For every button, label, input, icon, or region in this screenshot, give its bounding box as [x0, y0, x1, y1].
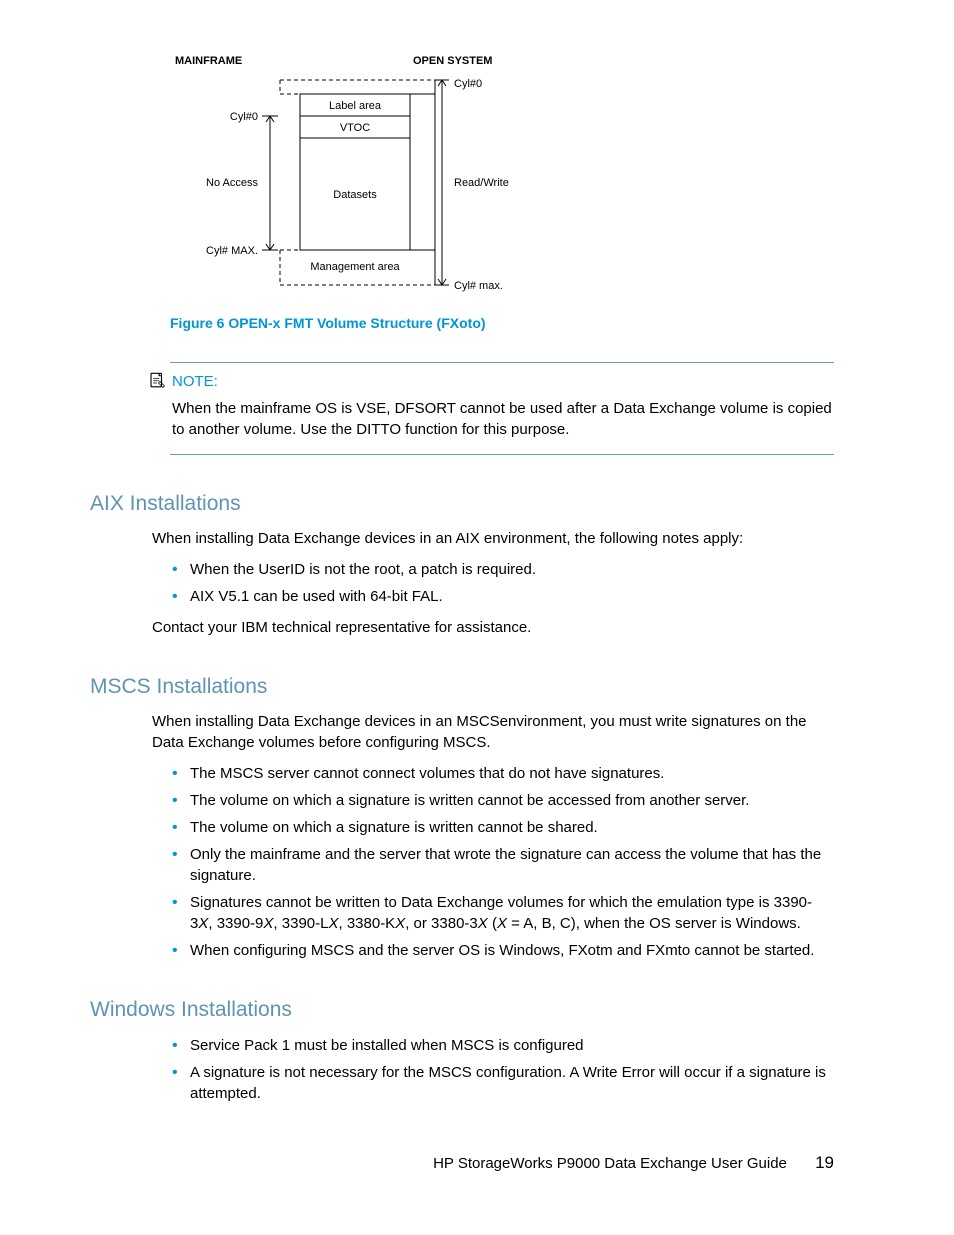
list-item: The MSCS server cannot connect volumes t…	[172, 763, 834, 784]
list-item: A signature is not necessary for the MSC…	[172, 1062, 834, 1104]
aix-bullets: When the UserID is not the root, a patch…	[172, 559, 834, 607]
list-item: When the UserID is not the root, a patch…	[172, 559, 834, 580]
note-label: NOTE:	[172, 371, 218, 392]
diagram-svg: MAINFRAME OPEN SYSTEM Label area VTOC Da…	[170, 50, 540, 300]
list-item: Service Pack 1 must be installed when MS…	[172, 1035, 834, 1056]
note-rule-top	[170, 362, 834, 363]
diagram-no-access: No Access	[206, 177, 258, 189]
list-item: Only the mainframe and the server that w…	[172, 844, 834, 886]
diagram-read-write: Read/Write	[454, 177, 509, 189]
page-number: 19	[815, 1153, 834, 1172]
windows-bullets: Service Pack 1 must be installed when MS…	[172, 1035, 834, 1104]
list-item: Signatures cannot be written to Data Exc…	[172, 892, 834, 934]
windows-heading: Windows Installations	[90, 995, 834, 1024]
aix-intro: When installing Data Exchange devices in…	[152, 528, 834, 549]
mscs-bullets: The MSCS server cannot connect volumes t…	[172, 763, 834, 961]
aix-heading: AIX Installations	[90, 489, 834, 518]
diagram-vtoc: VTOC	[340, 122, 370, 134]
list-item: When configuring MSCS and the server OS …	[172, 940, 834, 961]
list-item: The volume on which a signature is writt…	[172, 790, 834, 811]
figure-caption: Figure 6 OPEN-x FMT Volume Structure (FX…	[170, 314, 834, 334]
diagram-label-area: Label area	[329, 100, 382, 112]
list-item: The volume on which a signature is writt…	[172, 817, 834, 838]
note-rule-bottom	[170, 454, 834, 455]
diagram-cyl0-left: Cyl#0	[230, 111, 258, 123]
diagram-mainframe-header: MAINFRAME	[175, 55, 242, 67]
diagram-mgmt-area: Management area	[310, 261, 400, 273]
footer-text: HP StorageWorks P9000 Data Exchange User…	[433, 1155, 787, 1172]
diagram-cylmax-right: Cyl# max.	[454, 280, 503, 292]
mscs-intro: When installing Data Exchange devices in…	[152, 711, 834, 753]
mscs-bullet-5-text: Signatures cannot be written to Data Exc…	[190, 894, 812, 932]
mscs-heading: MSCS Installations	[90, 672, 834, 701]
diagram-datasets: Datasets	[333, 189, 377, 201]
note-icon	[148, 371, 166, 389]
diagram-cyl0-right: Cyl#0	[454, 78, 482, 90]
note-body: When the mainframe OS is VSE, DFSORT can…	[172, 398, 834, 440]
list-item: AIX V5.1 can be used with 64-bit FAL.	[172, 586, 834, 607]
diagram-cylmax-left: Cyl# MAX.	[206, 245, 258, 257]
aix-outro: Contact your IBM technical representativ…	[152, 617, 834, 638]
diagram-opensystem-header: OPEN SYSTEM	[413, 55, 492, 67]
page-footer: HP StorageWorks P9000 Data Exchange User…	[433, 1151, 834, 1175]
volume-structure-diagram: MAINFRAME OPEN SYSTEM Label area VTOC Da…	[170, 50, 834, 300]
